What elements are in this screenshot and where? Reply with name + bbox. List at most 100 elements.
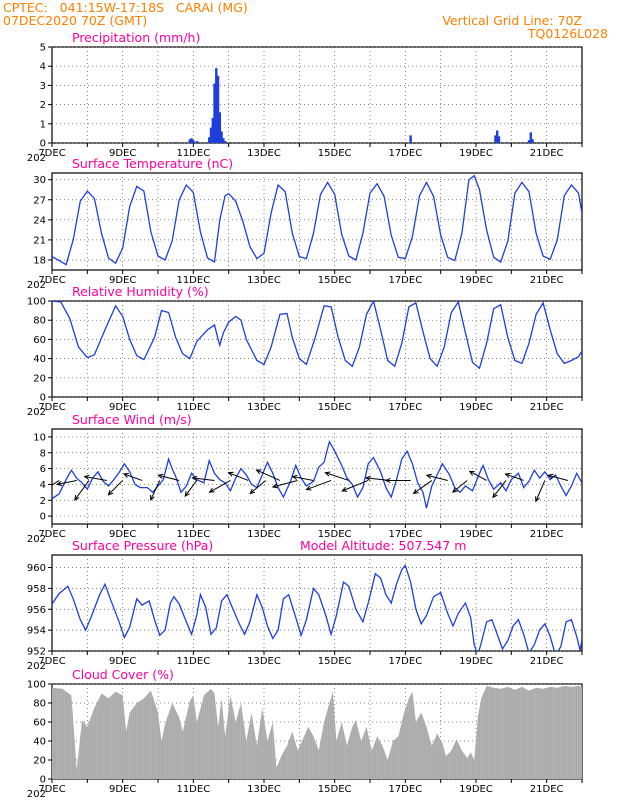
precip-bar <box>496 130 499 143</box>
wind-vector-arrow <box>412 480 433 495</box>
wind-xtick-label: 11DEC <box>176 529 210 540</box>
humidity-xtick-label: 21DEC <box>530 402 564 413</box>
wind-vector-arrow <box>184 480 198 498</box>
run-date-header: 07DEC2020 70Z (GMT) <box>3 13 148 28</box>
humidity-xtick-label: 9DEC <box>109 402 136 413</box>
temperature-xtick-label: 11DEC <box>176 275 210 286</box>
pressure-xtick-label: 11DEC <box>176 656 210 667</box>
precip-bar <box>218 112 222 143</box>
cloud-cover-ytick-label: 60 <box>33 718 46 729</box>
wind-vector-arrow <box>492 480 507 499</box>
precip-bar <box>216 75 220 143</box>
wind-vector-arrow <box>191 475 215 481</box>
precip-bar <box>209 127 213 143</box>
precipitation-xtick-label: 21DEC <box>530 148 564 159</box>
humidity-xtick-label: 13DEC <box>247 402 281 413</box>
cloud-cover-xtick-label: 11DEC <box>176 784 210 795</box>
wind-vector-arrow <box>56 479 77 487</box>
precip-bar <box>527 140 531 143</box>
precip-bar <box>223 141 227 143</box>
cloud-cover-xtick-label: 19DEC <box>459 784 493 795</box>
precip-bar <box>208 137 211 143</box>
precip-bar <box>197 142 200 143</box>
precipitation-ytick-label: 2 <box>40 100 46 111</box>
pressure-xtick-label: 17DEC <box>388 656 422 667</box>
wind-ytick-label: 8 <box>40 448 46 459</box>
humidity-panel: 0 20 40 60 80 100 7DEC 9DEC 11DEC 13DEC 15DEC 17DEC… <box>27 284 583 418</box>
wind-vector-arrow <box>271 479 298 489</box>
temperature-xtick-label: 15DEC <box>318 275 352 286</box>
humidity-xtick-label: 17DEC <box>388 402 422 413</box>
wind-vector-arrow <box>107 480 124 496</box>
temperature-ytick-label: 30 <box>33 175 46 186</box>
wind-vector-arrow <box>504 472 524 481</box>
precipitation-xtick-label: 15DEC <box>318 148 352 159</box>
pressure-xtick-label: 7DEC <box>38 656 65 667</box>
precipitation-ytick-label: 3 <box>40 81 46 92</box>
wind-vector-arrow <box>157 473 180 481</box>
temperature-line <box>52 174 582 266</box>
humidity-xtick-label: 7DEC <box>38 402 65 413</box>
precip-bar <box>213 83 216 143</box>
precipitation-frame <box>51 46 583 144</box>
cloud-cover-xtick-label: 21DEC <box>530 784 564 795</box>
wind-vector-arrow <box>324 471 349 481</box>
precip-bar <box>174 142 177 143</box>
pressure-xtick-label: 19DEC <box>459 656 493 667</box>
cloud-cover-area <box>52 685 582 779</box>
pressure-frame <box>51 554 583 652</box>
wind-vector-arrow <box>364 475 390 481</box>
precipitation-xtick-label: 17DEC <box>388 148 422 159</box>
cloud-cover-xtick-label: 17DEC <box>388 784 422 795</box>
cloud-cover-ytick-label: 40 <box>33 737 46 748</box>
station-header: CPTEC: 041:15W-17:18S CARAI (MG) <box>3 0 248 15</box>
wind-vector-arrow <box>305 479 332 491</box>
wind-xtick-label: 13DEC <box>247 529 281 540</box>
pressure-title: Surface Pressure (hPa) <box>72 538 213 553</box>
wind-frame <box>51 428 583 525</box>
wind-vector-arrow <box>341 479 369 492</box>
cloud-cover-xtick-label: 9DEC <box>109 784 136 795</box>
temperature-ytick-label: 24 <box>33 215 46 226</box>
wind-vector-arrow <box>547 473 568 481</box>
wind-vector-arrow <box>227 471 249 481</box>
wind-vector-arrow <box>208 480 231 493</box>
humidity-ytick-label: 0 <box>40 393 46 404</box>
precip-bar <box>529 132 532 143</box>
pressure-ytick-label: 960 <box>27 563 46 574</box>
humidity-title: Relative Humidity (%) <box>72 284 209 299</box>
cloud-cover-ytick-label: 100 <box>27 680 46 691</box>
wind-vector-arrow <box>452 480 468 493</box>
precipitation-ytick-label: 5 <box>40 43 46 54</box>
wind-vector-arrow <box>255 469 281 481</box>
wind-vector-arrow <box>83 474 107 481</box>
precipitation-xtick-label: 11DEC <box>176 148 210 159</box>
pressure-panel: 952 954 956 958 960 7DEC 9DEC 11DEC 13DEC 15DEC 17… <box>27 538 583 672</box>
pressure-xtick-label: 9DEC <box>109 656 136 667</box>
temperature-panel: 18 21 24 27 30 7DEC 9DEC 11DEC 13DEC 15DEC 17DEC 19… <box>27 156 583 291</box>
pressure-model-altitude: Model Altitude: 507.547 m <box>300 538 466 553</box>
pressure-ytick-label: 958 <box>27 584 46 595</box>
temperature-xtick-label: 19DEC <box>459 275 493 286</box>
wind-xtick-label: 17DEC <box>388 529 422 540</box>
humidity-ytick-label: 60 <box>33 335 46 346</box>
precip-bar <box>220 131 223 143</box>
wind-vector-arrow <box>425 473 448 481</box>
humidity-line <box>52 301 582 370</box>
precip-bar <box>531 139 534 143</box>
precipitation-xtick-label: 7DEC <box>38 148 65 159</box>
precip-bar <box>368 142 372 143</box>
temperature-xtick-label: 9DEC <box>109 275 136 286</box>
pressure-xtick-label: 15DEC <box>318 656 352 667</box>
precip-bar <box>121 142 124 143</box>
pressure-ytick-label: 952 <box>27 647 46 658</box>
cloud-cover-xtick-label: 15DEC <box>318 784 352 795</box>
wind-xtick-label: 21DEC <box>530 529 564 540</box>
cloud-cover-panel: 0 20 40 60 80 100 7DEC 9DEC 11DEC 13DEC 15DEC 17DEC… <box>27 667 583 800</box>
pressure-line <box>52 564 582 651</box>
temperature-year-label-clipped: 202 <box>27 280 46 291</box>
precipitation-year-label-clipped: 202 <box>27 153 46 164</box>
temperature-ytick-label: 18 <box>33 255 46 266</box>
wind-xtick-label: 7DEC <box>38 529 65 540</box>
